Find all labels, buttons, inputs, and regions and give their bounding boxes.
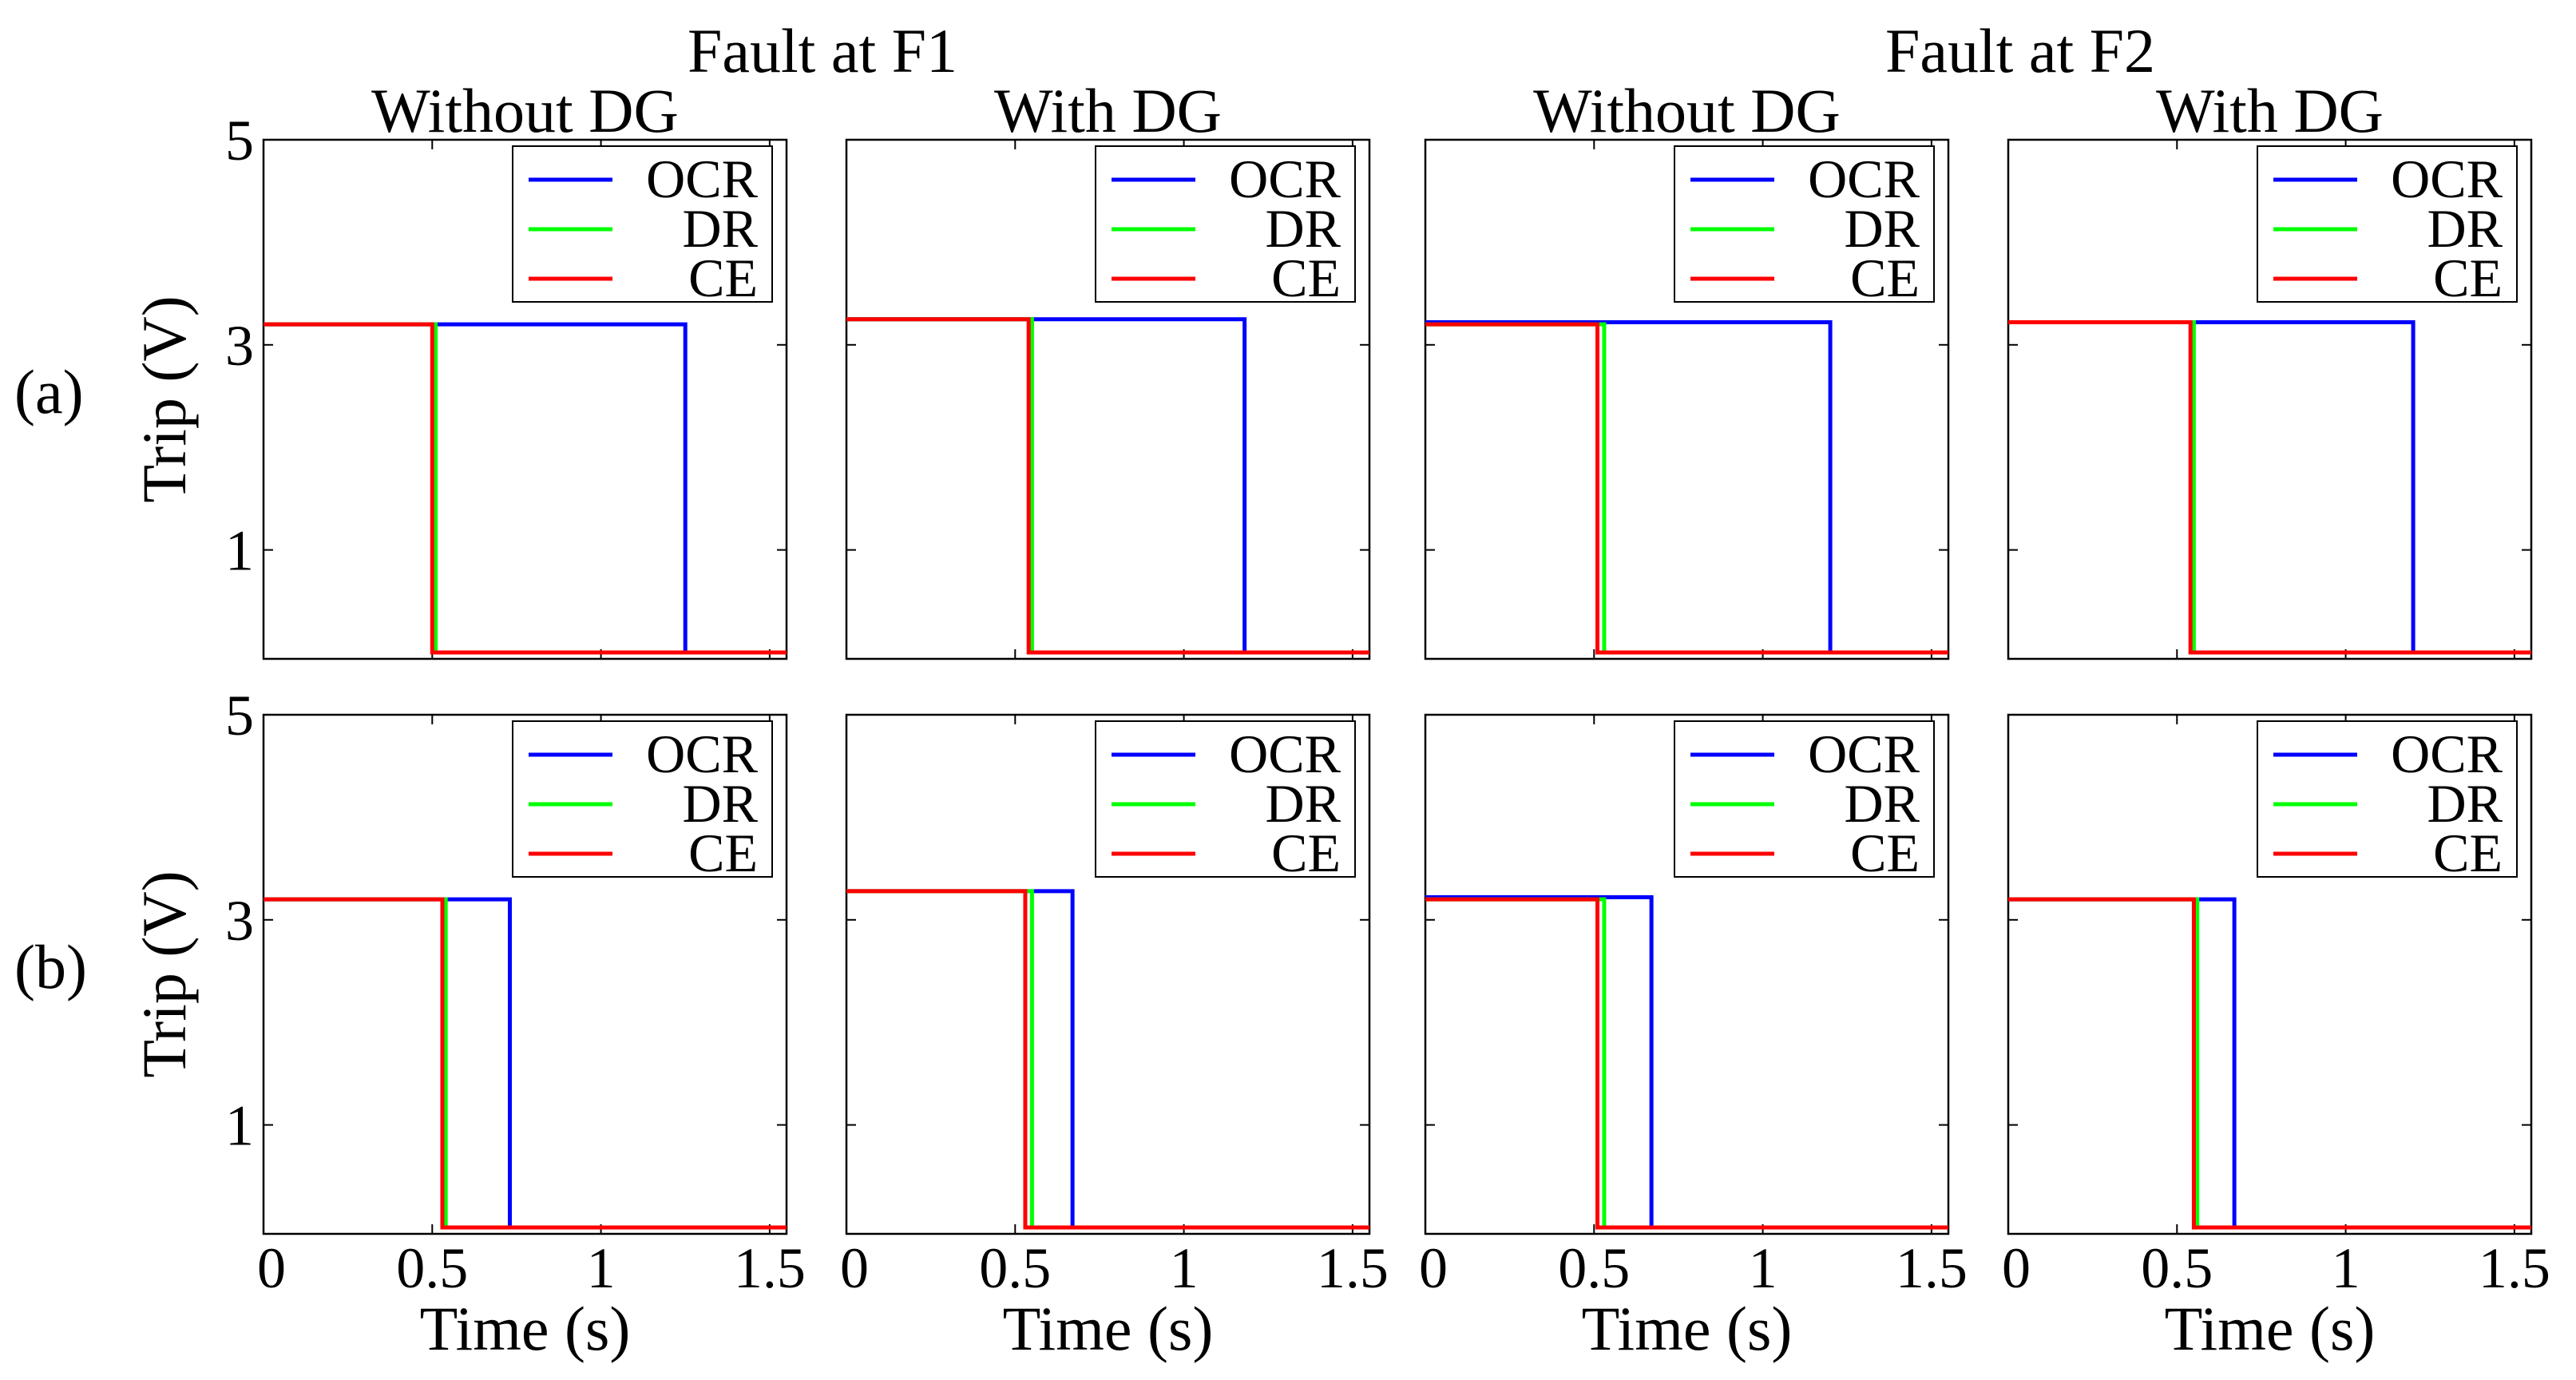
x-axis-label-3: Time (s) xyxy=(1582,1294,1793,1363)
legend-box xyxy=(2257,145,2518,303)
x-tick-label: 0 xyxy=(2002,1236,2031,1300)
legend-box xyxy=(1095,145,1356,303)
legend-box xyxy=(512,145,773,303)
y-tick-label: 3 xyxy=(225,314,254,378)
x-tick-label: 1.5 xyxy=(1317,1236,1389,1300)
legend-label-ocr: OCR xyxy=(2391,149,2503,209)
legend-box xyxy=(1095,720,1356,878)
column-title-2: With DG xyxy=(994,76,1222,145)
legend-label-ce: CE xyxy=(1271,248,1341,308)
legend-label-ocr: OCR xyxy=(646,149,758,209)
x-tick-label: 1 xyxy=(587,1236,616,1300)
column-title-1: Without DG xyxy=(371,76,679,145)
legend-label-dr: DR xyxy=(1845,198,1920,259)
series-line-ce xyxy=(846,889,1369,1230)
x-tick-label: 0 xyxy=(1419,1236,1448,1300)
y-tick-label: 1 xyxy=(225,519,254,583)
x-tick-label: 0.5 xyxy=(2141,1236,2213,1300)
y-axis-label-b: Trip (V) xyxy=(129,870,199,1077)
legend-label-dr: DR xyxy=(2427,773,2503,834)
legend-label-dr: DR xyxy=(683,198,759,259)
x-tick-label: 0.5 xyxy=(1558,1236,1630,1300)
x-tick-label: 1.5 xyxy=(2479,1236,2550,1300)
legend-box xyxy=(1674,145,1935,303)
x-tick-label: 0.5 xyxy=(396,1236,468,1300)
legend-label-ce: CE xyxy=(2433,248,2503,308)
x-tick-label: 0 xyxy=(840,1236,869,1300)
legend-label-ce: CE xyxy=(2433,823,2503,883)
x-tick-label: 1.5 xyxy=(734,1236,806,1300)
legend-label-ocr: OCR xyxy=(1808,724,1920,784)
row-label-b: (b) xyxy=(14,932,87,1001)
legend-label-dr: DR xyxy=(1266,773,1342,834)
series-line-ce xyxy=(264,897,787,1230)
legend-label-ce: CE xyxy=(1850,248,1920,308)
legend-box xyxy=(1674,720,1935,878)
legend-label-ce: CE xyxy=(688,823,758,883)
x-axis-label-1: Time (s) xyxy=(420,1294,631,1363)
y-tick-label: 5 xyxy=(225,684,254,748)
series-line-ce xyxy=(1425,322,1948,655)
legend-label-dr: DR xyxy=(2427,198,2503,259)
group-title-f1: Fault at F1 xyxy=(688,16,957,85)
legend-label-dr: DR xyxy=(683,773,759,834)
legend-label-ocr: OCR xyxy=(1229,724,1341,784)
legend-label-ocr: OCR xyxy=(1229,149,1341,209)
row-label-a: (a) xyxy=(14,357,84,426)
column-title-4: With DG xyxy=(2156,76,2384,145)
x-tick-label: 1 xyxy=(1749,1236,1777,1300)
series-line-ce xyxy=(1425,897,1948,1230)
y-tick-label: 5 xyxy=(225,109,254,172)
y-tick-label: 1 xyxy=(225,1094,254,1158)
legend-label-dr: DR xyxy=(1845,773,1920,834)
x-axis-label-4: Time (s) xyxy=(2165,1294,2376,1363)
legend-label-ce: CE xyxy=(1271,823,1341,883)
x-tick-label: 0.5 xyxy=(979,1236,1051,1300)
legend-label-ce: CE xyxy=(688,248,758,308)
series-line-ce xyxy=(846,317,1369,655)
group-title-f2: Fault at F2 xyxy=(1885,16,2155,85)
legend-box xyxy=(2257,720,2518,878)
legend-label-ocr: OCR xyxy=(1808,149,1920,209)
series-line-ce xyxy=(264,322,787,655)
legend-box xyxy=(512,720,773,878)
column-title-3: Without DG xyxy=(1533,76,1841,145)
y-axis-label-a: Trip (V) xyxy=(129,295,199,502)
y-tick-label: 3 xyxy=(225,889,254,953)
legend-label-ce: CE xyxy=(1850,823,1920,883)
series-line-ce xyxy=(2008,897,2531,1230)
series-line-ce xyxy=(2008,320,2531,655)
legend-label-ocr: OCR xyxy=(2391,724,2503,784)
x-tick-label: 1.5 xyxy=(1896,1236,1968,1300)
x-axis-label-2: Time (s) xyxy=(1003,1294,1214,1363)
legend-label-ocr: OCR xyxy=(646,724,758,784)
x-tick-label: 0 xyxy=(257,1236,286,1300)
legend-label-dr: DR xyxy=(1266,198,1342,259)
x-tick-label: 1 xyxy=(2332,1236,2360,1300)
x-tick-label: 1 xyxy=(1170,1236,1199,1300)
